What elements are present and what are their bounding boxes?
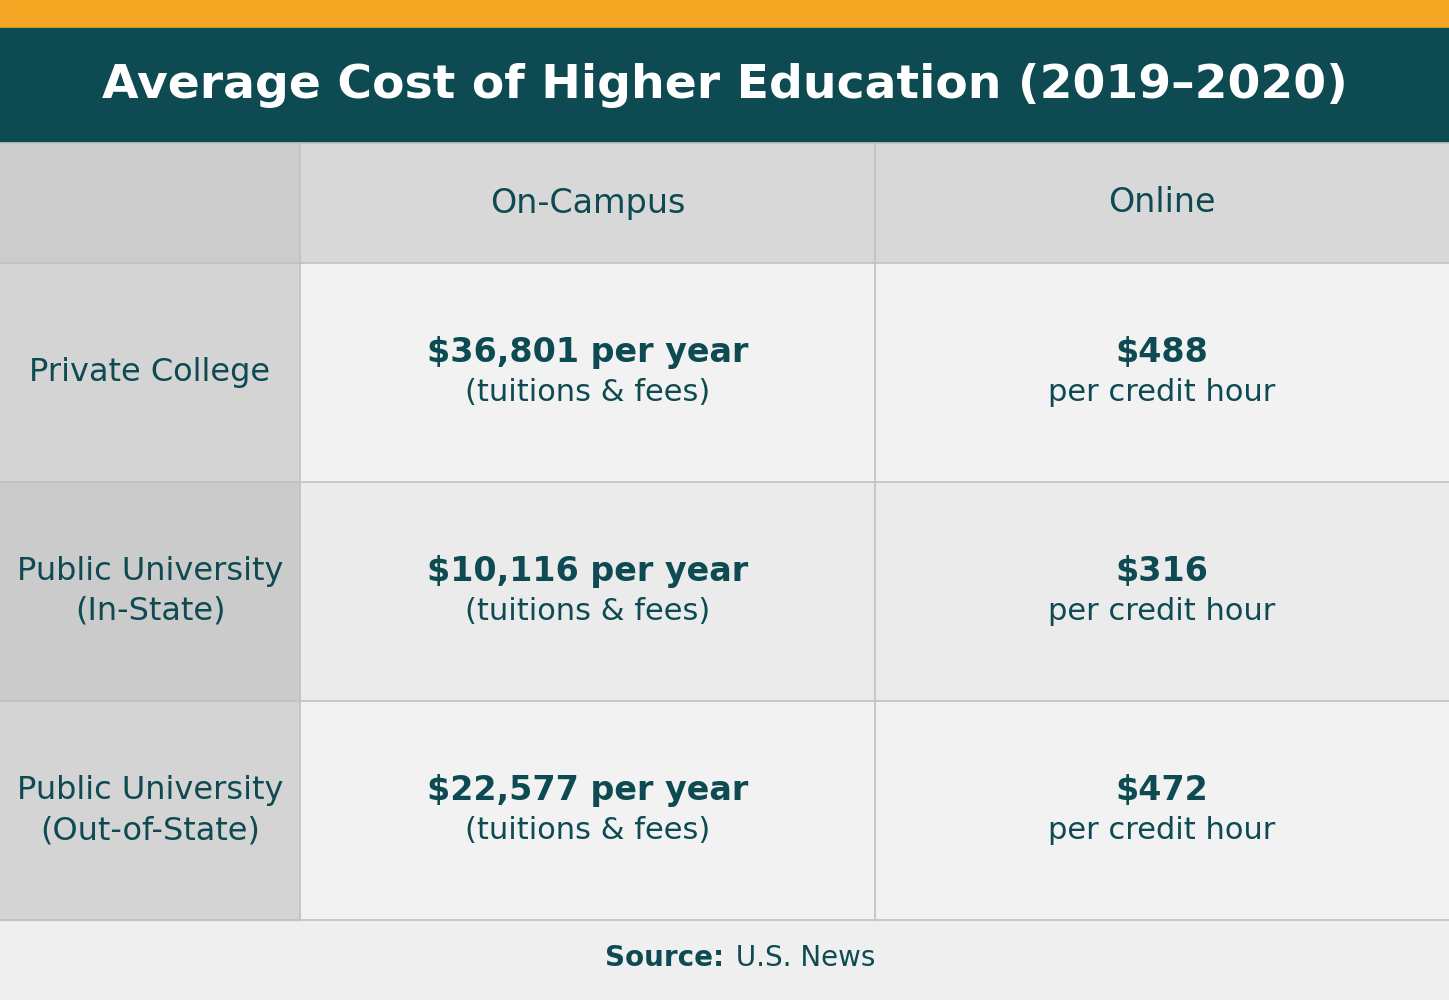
Bar <box>300 263 875 482</box>
Text: per credit hour: per credit hour <box>1048 816 1275 845</box>
Text: $36,801 per year: $36,801 per year <box>427 336 748 369</box>
Bar <box>0 482 300 701</box>
Text: Average Cost of Higher Education (2019–2020): Average Cost of Higher Education (2019–2… <box>101 63 1348 108</box>
Bar <box>0 0 1449 28</box>
Text: Source:: Source: <box>606 944 724 972</box>
Bar <box>0 28 1449 143</box>
Bar <box>0 143 300 263</box>
Bar <box>0 263 300 482</box>
Bar <box>0 701 300 920</box>
Text: Public University: Public University <box>17 556 283 587</box>
Bar <box>875 482 1449 701</box>
Bar <box>300 482 875 701</box>
Text: $488: $488 <box>1116 336 1208 369</box>
Text: $316: $316 <box>1116 555 1208 588</box>
Text: (tuitions & fees): (tuitions & fees) <box>465 816 710 845</box>
Text: $472: $472 <box>1116 774 1208 807</box>
Text: Online: Online <box>1108 186 1216 220</box>
Bar <box>300 143 875 263</box>
Text: $22,577 per year: $22,577 per year <box>427 774 748 807</box>
Text: Private College: Private College <box>29 357 271 388</box>
Text: On-Campus: On-Campus <box>490 186 685 220</box>
Text: (In-State): (In-State) <box>75 596 225 627</box>
Text: per credit hour: per credit hour <box>1048 597 1275 626</box>
Text: $10,116 per year: $10,116 per year <box>427 555 748 588</box>
Text: (tuitions & fees): (tuitions & fees) <box>465 597 710 626</box>
Text: (tuitions & fees): (tuitions & fees) <box>465 378 710 407</box>
Text: U.S. News: U.S. News <box>727 944 875 972</box>
Text: (Out-of-State): (Out-of-State) <box>41 815 259 846</box>
Bar <box>875 263 1449 482</box>
Text: per credit hour: per credit hour <box>1048 378 1275 407</box>
Bar <box>300 701 875 920</box>
Bar <box>875 701 1449 920</box>
Bar <box>875 143 1449 263</box>
Text: Public University: Public University <box>17 775 283 806</box>
